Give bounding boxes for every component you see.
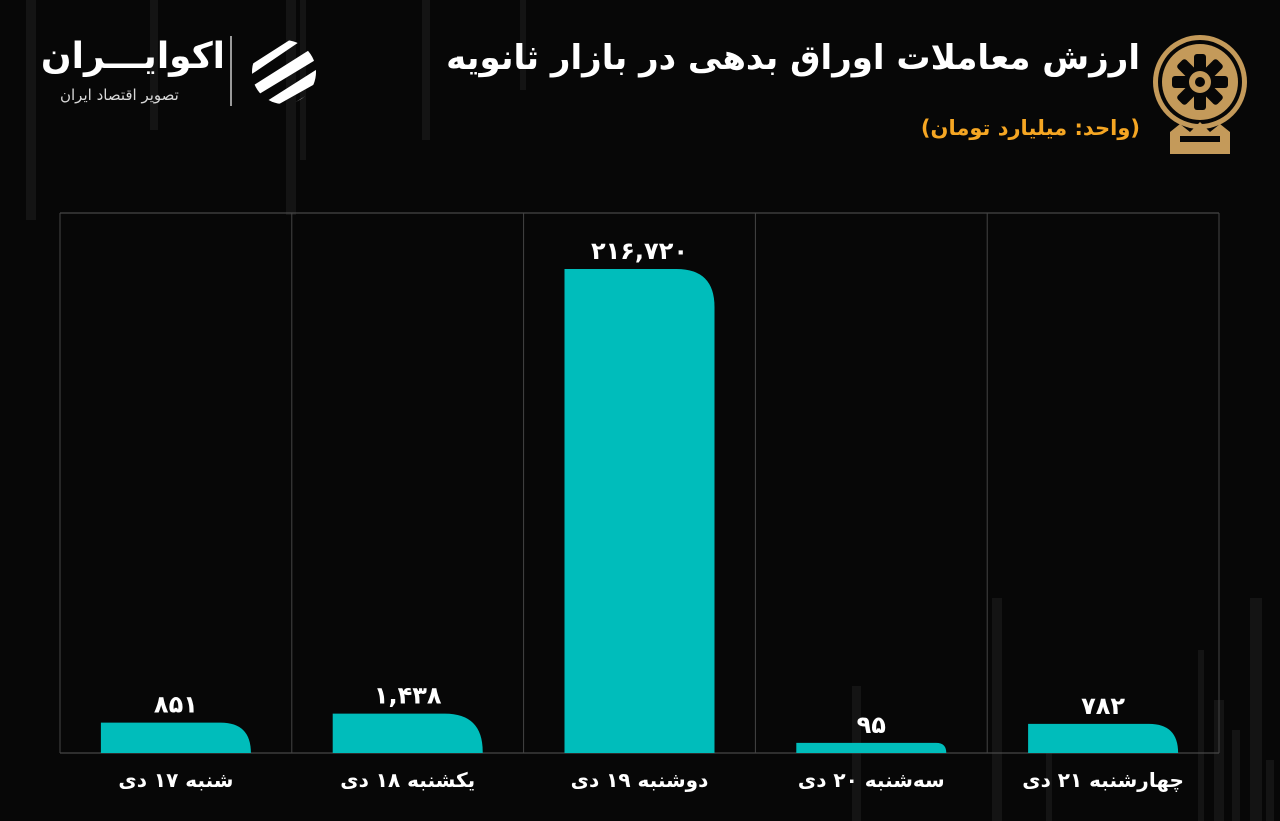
bar [796, 742, 947, 753]
bar [1028, 723, 1179, 753]
bar-value-label: ۷۸۲ [1081, 692, 1125, 720]
x-tick-label: یکشنبه ۱۸ دی [340, 768, 475, 792]
bar-value-label: ۸۵۱ [154, 691, 198, 719]
x-tick-label: چهارشنبه ۲۱ دی [1022, 768, 1184, 793]
chart-title: ارزش معاملات اوراق بدهی در بازار ثانویه [446, 38, 1140, 78]
ecoiran-mark-icon [252, 40, 316, 104]
bar [332, 713, 483, 753]
ecoiran-brand: اکوایـــران تصویر اقتصاد ایران [40, 36, 330, 116]
brand-tagline: تصویر اقتصاد ایران [60, 86, 179, 104]
bar-value-label: ۲۱۶,۷۲۰ [591, 237, 688, 265]
bar [564, 269, 715, 753]
x-tick-label: دوشنبه ۱۹ دی [571, 768, 709, 792]
x-tick-label: سه‌شنبه ۲۰ دی [798, 768, 945, 792]
brand-name: اکوایـــران [40, 36, 225, 77]
chart-unit-subtitle: (واحد: میلیارد تومان) [920, 116, 1140, 140]
bar [100, 722, 251, 753]
tehran-stock-exchange-emblem-icon [1153, 35, 1247, 154]
bar-value-label: ۱,۴۳۸ [374, 682, 442, 710]
bar-value-label: ۹۵ [857, 711, 886, 739]
x-tick-label: شنبه ۱۷ دی [118, 768, 233, 792]
brand-divider [230, 36, 232, 106]
